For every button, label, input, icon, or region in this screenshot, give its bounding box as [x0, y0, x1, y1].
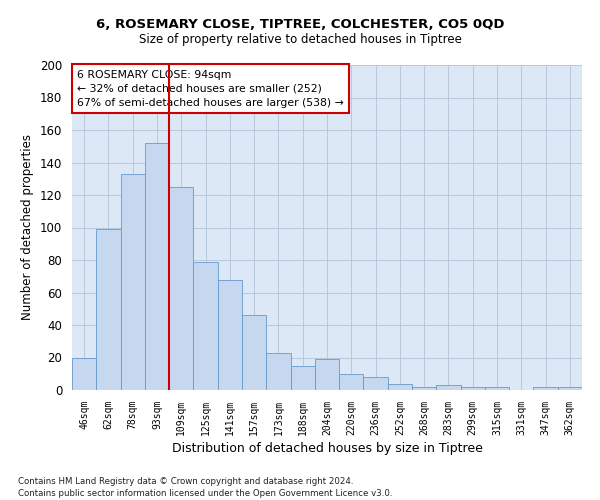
- Bar: [169, 187, 193, 390]
- Bar: [461, 387, 485, 390]
- Text: 6, ROSEMARY CLOSE, TIPTREE, COLCHESTER, CO5 0QD: 6, ROSEMARY CLOSE, TIPTREE, COLCHESTER, …: [96, 18, 504, 30]
- Bar: [388, 384, 412, 390]
- Bar: [533, 387, 558, 390]
- Bar: [558, 387, 582, 390]
- Bar: [242, 316, 266, 390]
- Bar: [72, 358, 96, 390]
- Bar: [412, 387, 436, 390]
- Bar: [339, 374, 364, 390]
- Bar: [436, 385, 461, 390]
- Text: 6 ROSEMARY CLOSE: 94sqm
← 32% of detached houses are smaller (252)
67% of semi-d: 6 ROSEMARY CLOSE: 94sqm ← 32% of detache…: [77, 70, 344, 108]
- Bar: [290, 366, 315, 390]
- Bar: [266, 352, 290, 390]
- Bar: [218, 280, 242, 390]
- Bar: [485, 387, 509, 390]
- Bar: [121, 174, 145, 390]
- Text: Size of property relative to detached houses in Tiptree: Size of property relative to detached ho…: [139, 32, 461, 46]
- Bar: [193, 262, 218, 390]
- Bar: [96, 229, 121, 390]
- Bar: [364, 377, 388, 390]
- Text: Contains HM Land Registry data © Crown copyright and database right 2024.
Contai: Contains HM Land Registry data © Crown c…: [18, 476, 392, 498]
- X-axis label: Distribution of detached houses by size in Tiptree: Distribution of detached houses by size …: [172, 442, 482, 455]
- Y-axis label: Number of detached properties: Number of detached properties: [22, 134, 34, 320]
- Bar: [145, 143, 169, 390]
- Bar: [315, 359, 339, 390]
